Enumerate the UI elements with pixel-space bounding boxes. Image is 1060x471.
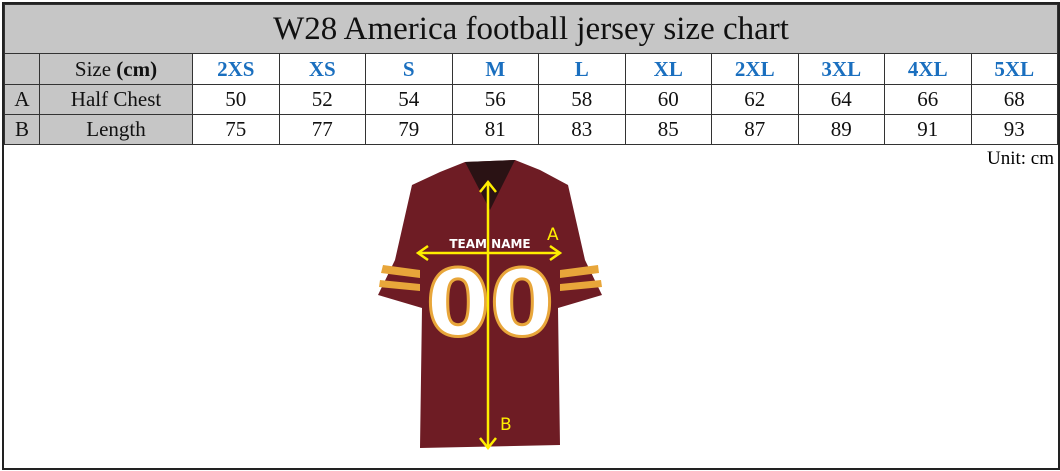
chart-title: W28 America football jersey size chart xyxy=(4,4,1058,54)
size-header: L xyxy=(538,53,626,85)
measure-arrows xyxy=(415,179,563,451)
value-cell: 68 xyxy=(970,84,1058,115)
value-cell: 52 xyxy=(278,84,366,115)
size-header: M xyxy=(451,53,539,85)
size-header: 3XL xyxy=(797,53,885,85)
row-label: Length xyxy=(39,114,193,145)
value-cell: 81 xyxy=(451,114,539,145)
size-header: S xyxy=(365,53,453,85)
header-row: Size (cm) 2XS XS S M L XL 2XL 3XL 4XL 5XL xyxy=(4,53,1058,85)
size-label: Size (cm) xyxy=(39,53,193,85)
value-cell: 64 xyxy=(797,84,885,115)
value-cell: 89 xyxy=(797,114,885,145)
value-cell: 50 xyxy=(192,84,280,115)
table-row: A Half Chest 50 52 54 56 58 60 62 64 66 68 xyxy=(4,84,1058,115)
team-name: TEAM NAME xyxy=(449,237,530,251)
value-cell: 93 xyxy=(970,114,1058,145)
jersey-illustration: TEAM NAME 00 A B xyxy=(378,160,602,451)
value-cell: 56 xyxy=(451,84,539,115)
value-cell: 91 xyxy=(884,114,972,145)
value-cell: 79 xyxy=(365,114,453,145)
value-cell: 66 xyxy=(884,84,972,115)
value-cell: 83 xyxy=(538,114,626,145)
size-header: 5XL xyxy=(970,53,1058,85)
row-key: B xyxy=(4,114,40,145)
value-cell: 85 xyxy=(624,114,712,145)
value-cell: 87 xyxy=(711,114,799,145)
size-header: 4XL xyxy=(884,53,972,85)
unit-label: Unit: cm xyxy=(986,148,1054,169)
value-cell: 77 xyxy=(278,114,366,145)
size-header: 2XL xyxy=(711,53,799,85)
jersey-body xyxy=(378,160,602,448)
value-cell: 75 xyxy=(192,114,280,145)
value-cell: 54 xyxy=(365,84,453,115)
size-header: 2XS xyxy=(192,53,280,85)
value-cell: 58 xyxy=(538,84,626,115)
row-key: A xyxy=(4,84,40,115)
size-table: W28 America football jersey size chart S… xyxy=(4,4,1058,145)
value-cell: 62 xyxy=(711,84,799,115)
size-header: XL xyxy=(624,53,712,85)
row-label: Half Chest xyxy=(39,84,193,115)
table-row: B Length 75 77 79 81 83 85 87 89 91 93 xyxy=(4,114,1058,145)
value-cell: 60 xyxy=(624,84,712,115)
size-header: XS xyxy=(278,53,366,85)
jersey-number: 00 xyxy=(426,250,554,357)
label-b: B xyxy=(500,415,512,435)
sleeve-stripes-icon xyxy=(379,265,602,291)
corner-cell xyxy=(4,53,40,85)
label-a: A xyxy=(547,225,559,245)
